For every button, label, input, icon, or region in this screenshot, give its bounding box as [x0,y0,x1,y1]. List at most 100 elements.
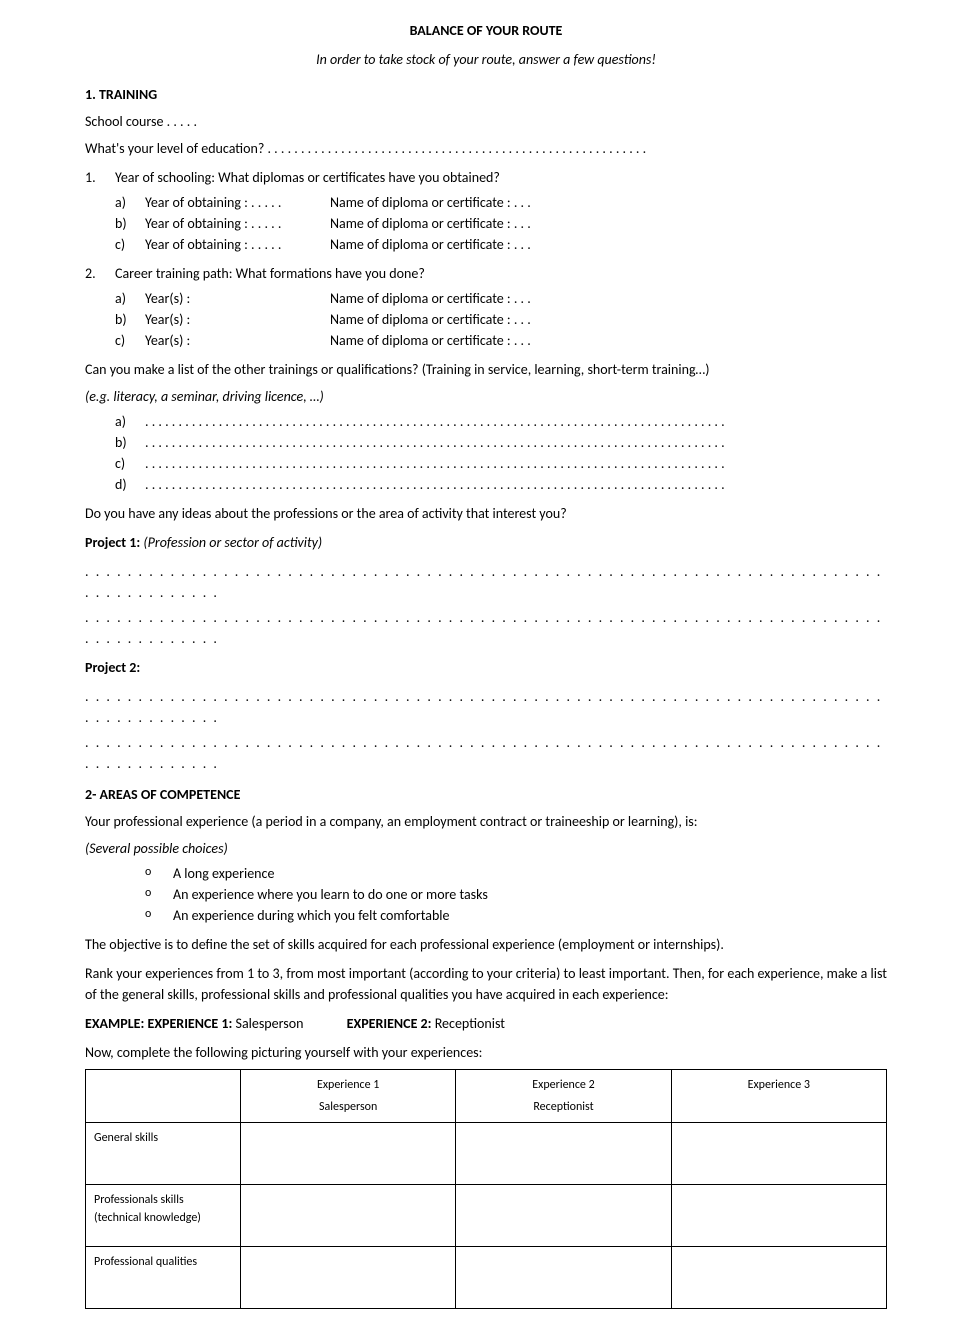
experience-table: Experience 1Salesperson Experience 2 Rece… [85,1069,887,1309]
example-label1: EXAMPLE: EXPERIENCE 1: [85,1015,232,1032]
section1-heading: 1. TRAINING [85,84,887,105]
row1-cell1 [241,1123,456,1185]
table-row-3: Professional qualities [86,1247,887,1309]
th2-top: Experience 2 [532,1078,594,1092]
q2-a-letter: a) [115,288,126,309]
choice-3: An experience during which you felt comf… [145,905,887,926]
page-title: BALANCE OF YOUR ROUTE [85,20,887,41]
other-trainings-eg: (e.g. literacy, a seminar, driving licen… [85,386,887,407]
q2-text: Career training path: What formations ha… [115,265,425,282]
table-header-1: Experience 1Salesperson [241,1070,456,1123]
th3-top: Experience 3 [748,1078,810,1092]
section2-heading: 2- AREAS OF COMPETENCE [85,784,887,805]
example-val1: Salesperson [236,1015,304,1032]
th2-sub: Receptionist [464,1098,662,1116]
row3-cell2 [456,1247,671,1309]
other-d-dots: . . . . . . . . . . . . . . . . . . . . … [145,476,725,493]
project1-dots-1: . . . . . . . . . . . . . . . . . . . . … [85,561,887,603]
q2-c-col2: Name of diploma or certificate : . . . [330,330,887,351]
other-c-letter: c) [115,453,125,474]
q1-a-letter: a) [115,192,126,213]
q2-item-c: c) Year(s) :Name of diploma or certifica… [115,330,887,351]
example-label2: EXPERIENCE 2: [347,1015,432,1032]
other-a: a). . . . . . . . . . . . . . . . . . . … [115,411,887,432]
other-a-dots: . . . . . . . . . . . . . . . . . . . . … [145,413,725,430]
q2-b-letter: b) [115,309,127,330]
q2-b-col1: Year(s) : [145,309,330,330]
project1-label: Project 1: [85,534,140,551]
other-b-letter: b) [115,432,127,453]
q1-b-col2: Name of diploma or certificate : . . . [330,213,887,234]
example-line: EXAMPLE: EXPERIENCE 1: Salesperson EXPER… [85,1013,887,1034]
project1-line: Project 1: (Profession or sector of acti… [85,532,887,553]
rank-text: Rank your experiences from 1 to 3, from … [85,963,887,1005]
q2-item-a: a) Year(s) :Name of diploma or certifica… [115,288,887,309]
other-b: b) . . . . . . . . . . . . . . . . . . . … [115,432,887,453]
objective-text: The objective is to define the set of sk… [85,934,887,955]
row1-label: General skills [86,1123,241,1185]
q2-items: a) Year(s) :Name of diploma or certifica… [115,288,887,351]
example-val2: Receptionist [435,1015,505,1032]
q1-c-letter: c) [115,234,125,255]
q2-b-col2: Name of diploma or certificate : . . . [330,309,887,330]
q1-item-c: c) Year of obtaining : . . . . .Name of … [115,234,887,255]
q1-c-col2: Name of diploma or certificate : . . . [330,234,887,255]
section2-intro-sub: (Several possible choices) [85,838,887,859]
question-1: 1. Year of schooling: What diplomas or c… [85,167,887,255]
q1-text: Year of schooling: What diplomas or cert… [115,169,500,186]
q1-number: 1. [85,167,96,188]
other-d-letter: d) [115,474,127,495]
q1-item-a: a) Year of obtaining : . . . . .Name of … [115,192,887,213]
q2-a-col1: Year(s) : [145,288,330,309]
row3-label: Professional qualities [86,1247,241,1309]
page-subtitle: In order to take stock of your route, an… [85,49,887,70]
q1-a-col1: Year of obtaining : . . . . . [145,192,330,213]
project1-sub-text: (Profession or sector of activity) [143,534,322,551]
q2-c-letter: c) [115,330,125,351]
q1-b-col1: Year of obtaining : . . . . . [145,213,330,234]
row3-cell3 [671,1247,886,1309]
question-2: 2. Career training path: What formations… [85,263,887,351]
project1-dots-2: . . . . . . . . . . . . . . . . . . . . … [85,607,887,649]
table-header-3: Experience 3 [671,1070,886,1123]
row3-cell1 [241,1247,456,1309]
numbered-questions: 1. Year of schooling: What diplomas or c… [85,167,887,351]
q2-a-col2: Name of diploma or certificate : . . . [330,288,887,309]
q1-b-letter: b) [115,213,127,234]
section2-intro: Your professional experience (a period i… [85,811,887,832]
row2-cell2 [456,1185,671,1247]
school-course-line: School course . . . . . [85,111,887,132]
row2-cell1 [241,1185,456,1247]
th1-sub: Salesperson [249,1098,447,1116]
q1-c-col1: Year of obtaining : . . . . . [145,234,330,255]
choices-list: A long experience An experience where yo… [85,863,887,926]
ideas-question: Do you have any ideas about the professi… [85,503,887,524]
table-corner [86,1070,241,1123]
q2-item-b: b) Year(s) :Name of diploma or certifica… [115,309,887,330]
row2-label: Professionals skills (technical knowledg… [86,1185,241,1247]
q1-a-col2: Name of diploma or certificate : . . . [330,192,887,213]
other-c-dots: . . . . . . . . . . . . . . . . . . . . … [145,455,725,472]
q1-item-b: b) Year of obtaining : . . . . .Name of … [115,213,887,234]
table-row-2: Professionals skills (technical knowledg… [86,1185,887,1247]
other-d: d) . . . . . . . . . . . . . . . . . . . … [115,474,887,495]
table-header-2: Experience 2 Receptionist [456,1070,671,1123]
other-trainings-q: Can you make a list of the other trainin… [85,359,887,380]
project2-dots-1: . . . . . . . . . . . . . . . . . . . . … [85,686,887,728]
other-trainings-list: a). . . . . . . . . . . . . . . . . . . … [85,411,887,495]
now-complete: Now, complete the following picturing yo… [85,1042,887,1063]
row2-cell3 [671,1185,886,1247]
choice-2: An experience where you learn to do one … [145,884,887,905]
row1-cell3 [671,1123,886,1185]
project2-dots-2: . . . . . . . . . . . . . . . . . . . . … [85,732,887,774]
row1-cell2 [456,1123,671,1185]
q2-number: 2. [85,263,96,284]
q1-items: a) Year of obtaining : . . . . .Name of … [115,192,887,255]
other-c: c) . . . . . . . . . . . . . . . . . . . … [115,453,887,474]
table-row-1: General skills [86,1123,887,1185]
other-b-dots: . . . . . . . . . . . . . . . . . . . . … [145,434,725,451]
q2-c-col1: Year(s) : [145,330,330,351]
choice-1: A long experience [145,863,887,884]
project2-label: Project 2: [85,657,887,678]
education-level-line: What's your level of education? . . . . … [85,138,887,159]
